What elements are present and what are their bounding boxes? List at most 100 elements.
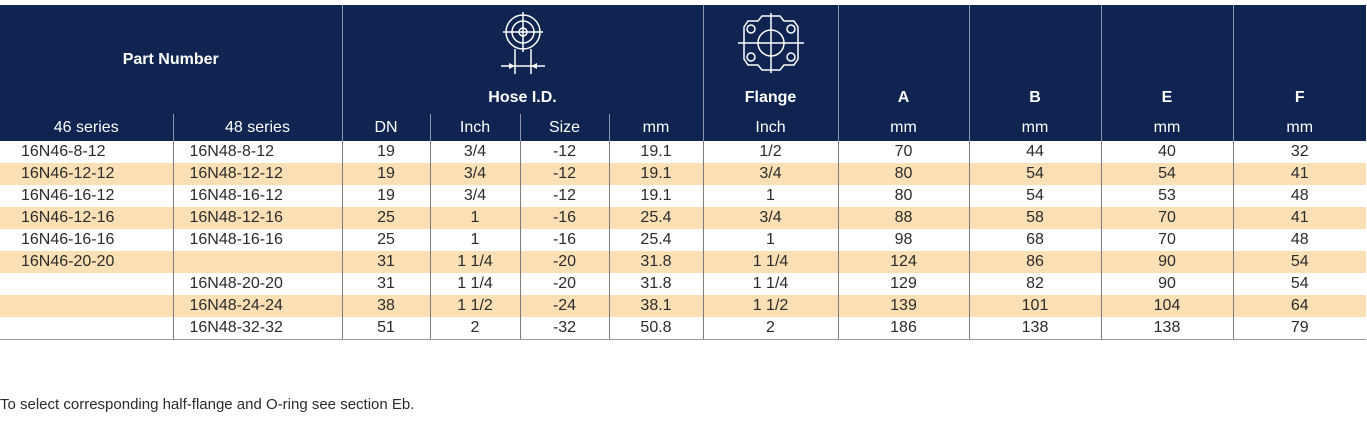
- b-header: B: [968, 81, 1101, 114]
- cell-s48: 16N48-16-16: [172, 229, 342, 251]
- dn-header: DN: [341, 114, 430, 141]
- cell-dn: 19: [341, 185, 430, 207]
- cell-s46: [0, 273, 173, 295]
- cell-dn: 51: [341, 317, 430, 340]
- cell-s46: 16N46-12-16: [0, 207, 173, 229]
- cell-b: 82: [968, 273, 1101, 295]
- cell-f: 79: [1232, 317, 1366, 340]
- cell-s48: 16N48-12-12: [172, 163, 342, 185]
- cell-inch: 3/4: [429, 141, 520, 163]
- cell-a: 88: [837, 207, 969, 229]
- cell-inch: 1 1/2: [429, 295, 520, 317]
- cell-flange: 1 1/4: [702, 273, 838, 295]
- cell-s46: 16N46-20-20: [0, 251, 173, 273]
- table-row: 16N46-8-12 16N48-8-12 19 3/4 -12 19.1 1/2 70 44 4…: [0, 141, 1366, 163]
- cell-size: -16: [519, 229, 609, 251]
- flange-four-bolt-icon: [737, 13, 804, 73]
- cell-size: -12: [519, 141, 609, 163]
- cell-b: 138: [968, 317, 1101, 340]
- cell-dn: 19: [341, 141, 430, 163]
- table-row: 16N46-16-12 16N48-16-12 19 3/4 -12 19.1 1 80 54 5…: [0, 185, 1366, 207]
- f-header: F: [1232, 81, 1366, 114]
- cell-mm: 31.8: [608, 273, 703, 295]
- cell-dn: 38: [341, 295, 430, 317]
- cell-size: -20: [519, 251, 609, 273]
- e-header: E: [1100, 81, 1233, 114]
- table-row: 16N48-20-20 31 1 1/4 -20 31.8 1 1/4 129 82 90 54: [0, 273, 1366, 295]
- cell-flange: 1/2: [702, 141, 838, 163]
- cell-b: 44: [968, 141, 1101, 163]
- cell-a: 139: [837, 295, 969, 317]
- b-unit-header: mm: [968, 114, 1101, 141]
- cell-s48: 16N48-24-24: [172, 295, 342, 317]
- cell-b: 68: [968, 229, 1101, 251]
- cell-size: -12: [519, 185, 609, 207]
- series48-header: 48 series: [172, 114, 342, 141]
- footnote: To select corresponding half-flange and …: [0, 396, 415, 413]
- cell-f: 41: [1232, 207, 1366, 229]
- cell-inch: 1 1/4: [429, 273, 520, 295]
- cell-s46: [0, 295, 173, 317]
- cell-size: -24: [519, 295, 609, 317]
- cell-inch: 3/4: [429, 163, 520, 185]
- a-unit-header: mm: [837, 114, 969, 141]
- cell-f: 41: [1232, 163, 1366, 185]
- hose-diagram-cell: [341, 5, 703, 81]
- cell-e: 70: [1100, 207, 1233, 229]
- cell-a: 80: [837, 185, 969, 207]
- cell-f: 54: [1232, 273, 1366, 295]
- cell-inch: 1: [429, 229, 520, 251]
- cell-dn: 25: [341, 207, 430, 229]
- table-row: 16N48-32-32 51 2 -32 50.8 2 186 138 138 79: [0, 317, 1366, 340]
- cell-s48: 16N48-32-32: [172, 317, 342, 340]
- cell-a: 129: [837, 273, 969, 295]
- cell-e: 53: [1100, 185, 1233, 207]
- part-number-header: Part Number: [0, 5, 342, 114]
- table-row: 16N46-12-12 16N48-12-12 19 3/4 -12 19.1 3/4 80 5…: [0, 163, 1366, 185]
- cell-s48: 16N48-20-20: [172, 273, 342, 295]
- cell-e: 104: [1100, 295, 1233, 317]
- cell-dn: 31: [341, 273, 430, 295]
- cell-dn: 31: [341, 251, 430, 273]
- flange-diagram-cell: [702, 5, 838, 81]
- cell-b: 58: [968, 207, 1101, 229]
- mm-header: mm: [608, 114, 703, 141]
- hose-cross-section-icon: [500, 12, 545, 74]
- cell-e: 70: [1100, 229, 1233, 251]
- cell-flange: 1 1/4: [702, 251, 838, 273]
- cell-flange: 1: [702, 229, 838, 251]
- a-header: A: [837, 81, 969, 114]
- cell-mm: 19.1: [608, 141, 703, 163]
- cell-e: 40: [1100, 141, 1233, 163]
- f-unit-header: mm: [1232, 114, 1366, 141]
- cell-inch: 1: [429, 207, 520, 229]
- cell-size: -16: [519, 207, 609, 229]
- table-row: 16N46-16-16 16N48-16-16 25 1 -16 25.4 1 98 68 70 4…: [0, 229, 1366, 251]
- cell-inch: 2: [429, 317, 520, 340]
- cell-s48: 16N48-12-16: [172, 207, 342, 229]
- series46-header: 46 series: [0, 114, 173, 141]
- cell-b: 54: [968, 185, 1101, 207]
- cell-b: 101: [968, 295, 1101, 317]
- cell-b: 54: [968, 163, 1101, 185]
- cell-f: 64: [1232, 295, 1366, 317]
- cell-s46: 16N46-16-16: [21, 231, 115, 248]
- cell-f: 48: [1232, 229, 1366, 251]
- cell-s48: 16N48-8-12: [172, 141, 342, 163]
- cell-mm: 19.1: [608, 163, 703, 185]
- cell-flange: 1: [702, 185, 838, 207]
- cell-s46: 16N46-12-12: [0, 163, 173, 185]
- hose-id-header: Hose I.D.: [341, 81, 703, 114]
- cell-s46: 16N46-8-12: [21, 143, 106, 160]
- flange-header: Flange: [702, 81, 838, 114]
- f-header-top: [1232, 5, 1366, 81]
- cell-size: -20: [519, 273, 609, 295]
- flange-inch-header: Inch: [702, 114, 838, 141]
- cell-s46: [0, 317, 173, 340]
- cell-a: 70: [837, 141, 969, 163]
- cell-size: -12: [519, 163, 609, 185]
- cell-s48: 16N48-16-12: [172, 185, 342, 207]
- table-body: 16N46-8-12 16N48-8-12 19 3/4 -12 19.1 1/2 70 44 4…: [0, 141, 1366, 340]
- cell-mm: 38.1: [608, 295, 703, 317]
- a-header-top: [837, 5, 969, 81]
